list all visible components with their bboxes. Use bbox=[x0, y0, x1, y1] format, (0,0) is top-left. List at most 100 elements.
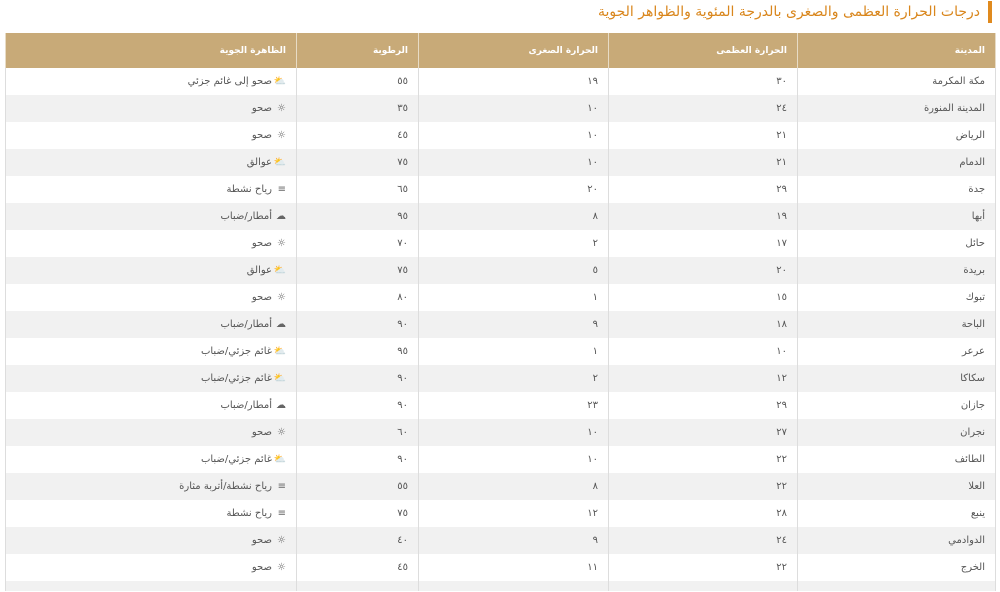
section-title: درجات الحرارة العظمى والصغرى بالدرجة الم… bbox=[598, 0, 992, 24]
max-temp-cell: ٢٤ bbox=[608, 527, 798, 554]
max-temp-cell: ٢٤ bbox=[608, 95, 798, 122]
humidity-cell: ٩٠ bbox=[296, 365, 419, 392]
weather-label: رياح نشطة bbox=[226, 508, 272, 519]
weather-label: صحو bbox=[251, 562, 272, 573]
weather-label: صحو bbox=[251, 238, 272, 249]
weather-cell: ☁ أمطار/ضباب bbox=[5, 203, 297, 230]
table-row: عرعر ١٠ ١ ٩٥ ⛅غائم جزئي/ضباب bbox=[5, 338, 996, 365]
city-cell: الرياض bbox=[797, 122, 996, 149]
sun-icon: ☼ bbox=[277, 427, 286, 438]
weather-cell: ⛅صحو إلى غائم جزئي bbox=[5, 68, 297, 95]
min-temp-cell: ١٠ bbox=[418, 419, 609, 446]
max-temp-cell: ١٧ bbox=[608, 230, 798, 257]
min-temp-cell: ٥ bbox=[418, 257, 609, 284]
table-row: الرياض ٢١ ١٠ ٤٥ ☼ صحو bbox=[5, 122, 996, 149]
header-city: المدينة bbox=[797, 33, 996, 68]
weather-label: رياح نشطة bbox=[226, 184, 272, 195]
city-cell: الخرج bbox=[797, 554, 996, 581]
max-temp-cell: ٢٩ bbox=[608, 176, 798, 203]
max-temp-cell: ٢٩ bbox=[608, 392, 798, 419]
weather-label: صحو bbox=[251, 103, 272, 114]
rain-cloud-icon: ☁ bbox=[276, 400, 286, 411]
city-cell: الدمام bbox=[797, 149, 996, 176]
weather-cell: ⛅غائم جزئي/ضباب bbox=[5, 446, 297, 473]
weather-label: عوالق bbox=[246, 157, 272, 168]
humidity-cell: ٩٥ bbox=[296, 338, 419, 365]
city-cell: الطائف bbox=[797, 446, 996, 473]
city-cell: ينبع bbox=[797, 500, 996, 527]
partly-cloudy-icon: ⛅ bbox=[273, 76, 286, 87]
humidity-cell: ٤٠ bbox=[296, 527, 419, 554]
humidity-cell: ٩٠ bbox=[296, 392, 419, 419]
table-row: جدة ٢٩ ٢٠ ٦٥ ≡ رياح نشطة bbox=[5, 176, 996, 203]
min-temp-cell: ٢٣ bbox=[418, 392, 609, 419]
min-temp-cell: ٢ bbox=[418, 365, 609, 392]
table-row: أبها ١٩ ٨ ٩٥ ☁ أمطار/ضباب bbox=[5, 203, 996, 230]
weather-label: غائم جزئي/ضباب bbox=[200, 373, 272, 384]
humidity-cell: ٩٠ bbox=[296, 311, 419, 338]
max-temp-cell: ٢٢ bbox=[608, 473, 798, 500]
min-temp-cell: ١٢ bbox=[418, 500, 609, 527]
table-row: جازان ٢٩ ٢٣ ٩٠ ☁ أمطار/ضباب bbox=[5, 392, 996, 419]
weather-label: صحو bbox=[251, 130, 272, 141]
humidity-cell: ٥٥ bbox=[296, 68, 419, 95]
weather-label: أمطار/ضباب bbox=[220, 211, 272, 222]
partly-cloudy-icon: ⛅ bbox=[273, 454, 286, 465]
weather-cell: ☼ صحو bbox=[5, 554, 297, 581]
min-temp-cell: ١ bbox=[418, 284, 609, 311]
city-cell: تبوك bbox=[797, 284, 996, 311]
city-cell: أبها bbox=[797, 203, 996, 230]
city-cell: سكاكا bbox=[797, 365, 996, 392]
table-row: مكة المكرمة ٣٠ ١٩ ٥٥ ⛅صحو إلى غائم جزئي bbox=[5, 68, 996, 95]
weather-cell: ☼ صحو bbox=[5, 527, 297, 554]
wind-icon: ≡ bbox=[277, 508, 286, 519]
city-cell: بريدة bbox=[797, 257, 996, 284]
weather-cell: ☼ صحو bbox=[5, 230, 297, 257]
city-cell: مكة المكرمة bbox=[797, 68, 996, 95]
humidity-cell: ٩٥ bbox=[296, 203, 419, 230]
max-temp-cell: ٣٠ bbox=[608, 68, 798, 95]
empty-cell bbox=[418, 581, 609, 591]
humidity-cell: ٧٥ bbox=[296, 500, 419, 527]
empty-cell bbox=[608, 581, 798, 591]
min-temp-cell: ٢ bbox=[418, 230, 609, 257]
header-humidity: الرطوبة bbox=[296, 33, 419, 68]
city-cell: الباحة bbox=[797, 311, 996, 338]
humidity-cell: ٧٥ bbox=[296, 149, 419, 176]
table-row: المدينة المنورة ٢٤ ١٠ ٣٥ ☼ صحو bbox=[5, 95, 996, 122]
humidity-cell: ٥٥ bbox=[296, 473, 419, 500]
title-accent-bar bbox=[988, 1, 992, 23]
table-row: الدمام ٢١ ١٠ ٧٥ ⛅عوالق bbox=[5, 149, 996, 176]
city-cell: العلا bbox=[797, 473, 996, 500]
table-row: العلا ٢٢ ٨ ٥٥ ≡ رياح نشطة/أتربة مثارة bbox=[5, 473, 996, 500]
min-temp-cell: ٨ bbox=[418, 473, 609, 500]
sun-icon: ☼ bbox=[277, 292, 286, 303]
sun-icon: ☼ bbox=[277, 103, 286, 114]
table-row: الدوادمي ٢٤ ٩ ٤٠ ☼ صحو bbox=[5, 527, 996, 554]
humidity-cell: ٨٠ bbox=[296, 284, 419, 311]
table-row: الخرج ٢٢ ١١ ٤٥ ☼ صحو bbox=[5, 554, 996, 581]
weather-cell: ≡ رياح نشطة bbox=[5, 500, 297, 527]
weather-cell: ⛅عوالق bbox=[5, 257, 297, 284]
wind-icon: ≡ bbox=[277, 184, 286, 195]
city-cell: نجران bbox=[797, 419, 996, 446]
weather-label: صحو bbox=[251, 292, 272, 303]
table-row: تبوك ١٥ ١ ٨٠ ☼ صحو bbox=[5, 284, 996, 311]
min-temp-cell: ٨ bbox=[418, 203, 609, 230]
weather-cell: ☼ صحو bbox=[5, 419, 297, 446]
humidity-cell: ٧٠ bbox=[296, 230, 419, 257]
weather-label: عوالق bbox=[246, 265, 272, 276]
humidity-cell: ٦٠ bbox=[296, 419, 419, 446]
sun-icon: ☼ bbox=[277, 562, 286, 573]
max-temp-cell: ١٨ bbox=[608, 311, 798, 338]
weather-label: غائم جزئي/ضباب bbox=[200, 454, 272, 465]
min-temp-cell: ١٠ bbox=[418, 95, 609, 122]
humidity-cell: ٦٥ bbox=[296, 176, 419, 203]
weather-cell: ⛅عوالق bbox=[5, 149, 297, 176]
table-row: حائل ١٧ ٢ ٧٠ ☼ صحو bbox=[5, 230, 996, 257]
empty-cell bbox=[296, 581, 419, 591]
partly-cloudy-icon: ⛅ bbox=[273, 157, 286, 168]
max-temp-cell: ٢٢ bbox=[608, 554, 798, 581]
sun-icon: ☼ bbox=[277, 130, 286, 141]
min-temp-cell: ١ bbox=[418, 338, 609, 365]
